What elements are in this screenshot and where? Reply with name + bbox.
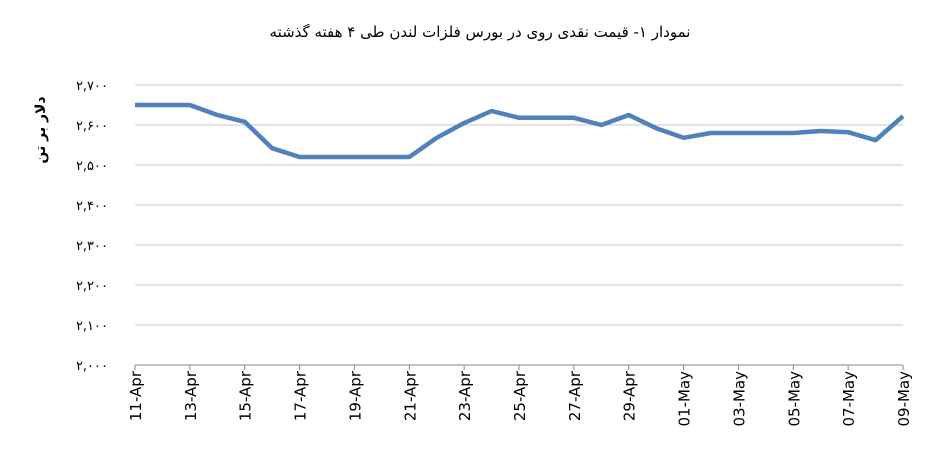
x-tick-label: 07-May — [840, 371, 858, 427]
x-tick-label: 23-Apr — [456, 370, 474, 421]
x-tick-label: 19-Apr — [346, 370, 364, 421]
x-tick-label: 15-Apr — [237, 370, 255, 421]
x-tick-label: 29-Apr — [621, 370, 639, 421]
x-tick-label: 09-May — [895, 371, 913, 427]
y-tick-label: ۲,۲۰۰ — [76, 279, 108, 294]
x-tick-label: 03-May — [730, 371, 748, 427]
y-tick-label: ۲,۰۰۰ — [76, 359, 108, 374]
y-tick-label: ۲,۳۰۰ — [76, 239, 108, 254]
x-tick-label: 05-May — [785, 371, 803, 427]
data-line — [135, 102, 905, 160]
x-tick-label: 11-Apr — [127, 370, 145, 421]
y-tick-label: ۲,۶۰۰ — [76, 119, 108, 134]
y-tick-label: ۲,۵۰۰ — [76, 159, 108, 174]
x-tick-label: 27-Apr — [566, 370, 584, 421]
x-tick-label: 21-Apr — [401, 370, 419, 421]
x-tick-label: 25-Apr — [511, 370, 529, 421]
y-tick-label: ۲,۴۰۰ — [76, 199, 108, 214]
y-tick-label: ۲,۷۰۰ — [76, 79, 108, 94]
y-tick-label: ۲,۱۰۰ — [76, 319, 108, 334]
chart-title: نمودار ۱- قیمت نقدی روی در بورس فلزات لن… — [270, 23, 691, 41]
x-tick-label: 17-Apr — [292, 370, 310, 421]
x-tick-label: 13-Apr — [182, 370, 200, 421]
x-tick-label: 01-May — [676, 371, 694, 427]
y-axis-label: دلار بر تن — [33, 96, 49, 163]
